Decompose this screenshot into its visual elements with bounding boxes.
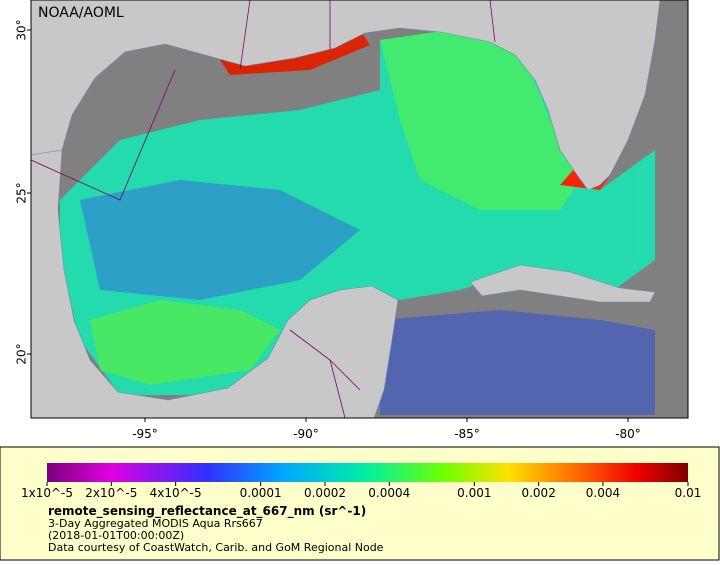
description: 3-Day Aggregated MODIS Aqua Rrs667 (48, 517, 263, 530)
lat-label: 20° (15, 343, 29, 364)
colorbar-label: 4x10^-5 (150, 486, 202, 500)
atlantic (655, 60, 688, 400)
lon-label: -85° (454, 427, 480, 441)
map-area (31, 0, 688, 418)
lon-label: -80° (615, 427, 641, 441)
credit: NOAA/AOML (38, 5, 124, 21)
colorbar-label: 2x10^-5 (85, 486, 137, 500)
map-frame (30, 0, 689, 419)
north-america (31, 0, 661, 191)
source: Data courtesy of CoastWatch, Carib. and … (48, 541, 384, 554)
lat-label: 25° (15, 182, 29, 203)
colorbar-label: 0.002 (521, 486, 555, 500)
cuba (469, 264, 656, 303)
mexico (31, 149, 399, 418)
lon-label: -90° (293, 427, 319, 441)
borders (31, 0, 496, 418)
colorbar-label: 1x10^-5 (21, 486, 73, 500)
colorbar-label: 0.01 (675, 486, 702, 500)
colorbar-label: 0.0004 (368, 486, 410, 500)
colorbar-label: 0.0002 (304, 486, 346, 500)
colorbar (47, 463, 688, 482)
colorbar-label: 0.001 (457, 486, 491, 500)
variable-name: remote_sensing_reflectance_at_667_nm (sr… (48, 504, 366, 519)
colorbar-label: 0.004 (586, 486, 620, 500)
lat-label: 30° (15, 19, 29, 40)
lon-label: -95° (132, 427, 158, 441)
time: (2018-01-01T00:00:00Z) (48, 529, 184, 542)
land (31, 0, 688, 418)
colorbar-label: 0.0001 (240, 486, 282, 500)
